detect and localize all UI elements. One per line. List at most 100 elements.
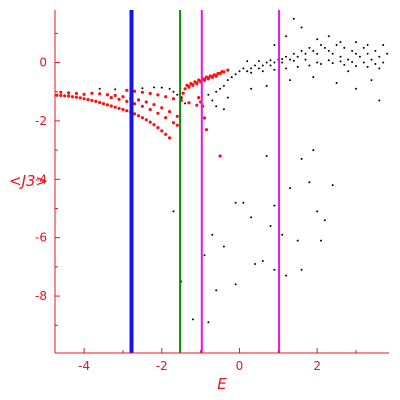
data-point-s1-6 xyxy=(172,90,175,93)
data-point-s1-25 xyxy=(265,61,268,64)
data-point-s0-60 xyxy=(140,90,144,94)
data-point-s0-42 xyxy=(136,98,141,102)
data-point-s0-57 xyxy=(175,123,179,127)
data-point-s0-64 xyxy=(171,97,176,101)
data-point-s1-55 xyxy=(382,61,385,64)
data-point-s1-112 xyxy=(234,283,237,286)
data-point-s1-92 xyxy=(370,79,373,82)
data-point-s0-35 xyxy=(82,92,86,96)
data-point-s1-11 xyxy=(211,99,214,102)
data-point-s0-16 xyxy=(113,105,117,109)
data-point-s1-103 xyxy=(172,210,175,213)
data-point-s1-27 xyxy=(273,61,276,64)
data-point-s1-117 xyxy=(269,225,272,227)
data-point-s1-99 xyxy=(339,41,342,44)
data-point-s1-119 xyxy=(273,204,276,207)
data-point-s0-94 xyxy=(202,78,207,82)
data-point-s0-50 xyxy=(125,99,129,103)
data-point-s1-41 xyxy=(327,49,330,52)
data-point-s1-64 xyxy=(327,59,330,62)
data-point-s0-67 xyxy=(195,103,199,107)
data-point-s0-26 xyxy=(152,123,156,127)
data-point-s1-16 xyxy=(230,76,233,79)
data-point-s0-44 xyxy=(152,103,156,107)
data-point-s1-124 xyxy=(316,210,319,213)
data-point-s0-91 xyxy=(191,83,195,87)
data-point-s1-83 xyxy=(226,96,229,99)
data-point-s1-85 xyxy=(265,84,268,87)
data-point-s1-35 xyxy=(304,52,307,55)
data-point-s1-37 xyxy=(312,49,315,52)
data-point-s0-21 xyxy=(133,112,137,116)
data-point-s1-95 xyxy=(292,17,295,20)
data-point-s0-61 xyxy=(148,91,152,96)
data-point-s1-65 xyxy=(339,60,342,63)
data-point-s1-115 xyxy=(254,263,256,265)
data-point-s1-90 xyxy=(378,99,381,102)
data-point-s1-54 xyxy=(378,55,381,58)
data-point-s1-32 xyxy=(292,52,295,55)
data-point-s0-66 xyxy=(187,101,191,105)
x-tick-label-2: 0 xyxy=(236,359,244,373)
data-point-s1-18 xyxy=(238,70,241,73)
data-point-s1-42 xyxy=(331,52,334,55)
data-point-s1-87 xyxy=(312,76,315,79)
data-point-s1-86 xyxy=(289,79,291,82)
data-point-s1-113 xyxy=(242,201,245,204)
data-point-s0-33 xyxy=(67,91,71,95)
data-point-s0-89 xyxy=(220,70,224,74)
data-point-s1-123 xyxy=(308,181,311,184)
data-point-s0-36 xyxy=(90,91,94,95)
data-point-s1-51 xyxy=(366,52,369,55)
data-point-s1-72 xyxy=(285,67,288,70)
data-point-s1-102 xyxy=(382,44,385,46)
data-point-s1-15 xyxy=(226,79,229,82)
data-point-s1-132 xyxy=(285,274,288,277)
data-point-s1-38 xyxy=(316,52,319,55)
data-point-s0-52 xyxy=(140,104,144,108)
data-point-s1-66 xyxy=(351,61,354,63)
data-point-s0-103 xyxy=(181,91,185,95)
data-point-s1-97 xyxy=(316,38,319,41)
data-point-s1-62 xyxy=(304,58,307,61)
data-point-s1-17 xyxy=(234,73,237,76)
data-point-s0-90 xyxy=(187,85,191,89)
data-point-s1-114 xyxy=(250,216,253,219)
data-point-s0-63 xyxy=(164,95,168,99)
data-point-s0-13 xyxy=(101,102,106,106)
data-point-s1-10 xyxy=(207,93,210,96)
data-point-s0-22 xyxy=(136,114,141,118)
data-point-s0-18 xyxy=(121,107,125,112)
data-point-s1-2 xyxy=(141,87,144,90)
data-point-s0-48 xyxy=(109,96,113,100)
data-point-s1-121 xyxy=(289,187,291,190)
data-point-s0-56 xyxy=(171,121,176,125)
x-tick-label-1: -2 xyxy=(156,359,168,373)
data-point-s0-98 xyxy=(197,96,201,100)
data-point-s1-127 xyxy=(296,239,299,242)
data-point-s1-5 xyxy=(168,87,171,90)
data-point-s0-39 xyxy=(113,93,117,98)
data-point-s0-29 xyxy=(164,132,168,136)
data-point-s0-37 xyxy=(98,92,102,96)
data-point-s0-19 xyxy=(125,109,129,113)
data-point-s0-24 xyxy=(144,118,148,122)
data-point-s0-5 xyxy=(70,95,75,99)
data-point-s0-9 xyxy=(86,98,90,102)
data-point-s1-33 xyxy=(296,55,299,58)
data-point-s1-91 xyxy=(347,70,350,73)
data-point-s1-80 xyxy=(378,67,381,70)
data-point-s0-34 xyxy=(74,91,78,96)
data-point-s0-96 xyxy=(210,75,214,79)
data-point-s0-6 xyxy=(74,95,78,99)
data-point-s1-78 xyxy=(355,65,357,67)
data-point-s1-128 xyxy=(312,149,315,152)
data-point-s1-9 xyxy=(184,102,187,105)
data-point-s1-109 xyxy=(211,233,214,236)
data-point-s0-97 xyxy=(214,74,218,78)
data-point-s1-88 xyxy=(335,82,338,84)
data-point-s1-122 xyxy=(300,157,303,160)
data-point-s0-14 xyxy=(105,103,109,107)
data-point-s1-120 xyxy=(281,233,284,236)
